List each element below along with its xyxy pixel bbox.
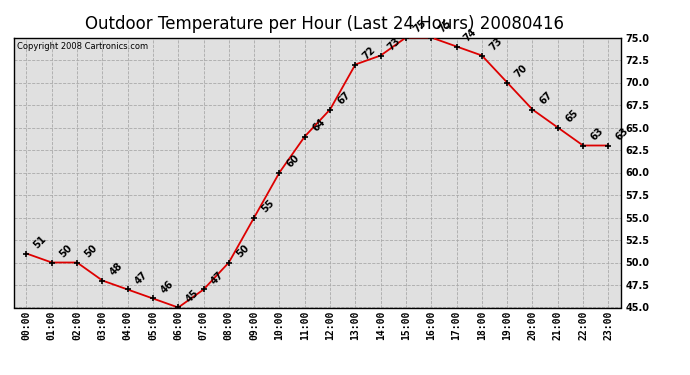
Text: 70: 70 [513,63,529,80]
Text: 72: 72 [361,45,377,62]
Text: 50: 50 [235,243,251,260]
Text: 46: 46 [159,279,175,296]
Text: 55: 55 [259,198,276,215]
Text: 60: 60 [285,153,302,170]
Text: 45: 45 [184,288,200,305]
Text: 75: 75 [411,18,428,35]
Text: 63: 63 [614,126,631,143]
Text: Outdoor Temperature per Hour (Last 24 Hours) 20080416: Outdoor Temperature per Hour (Last 24 Ho… [85,15,564,33]
Text: 50: 50 [57,243,74,260]
Text: 51: 51 [32,234,48,251]
Text: 64: 64 [310,117,327,134]
Text: 50: 50 [83,243,99,260]
Text: 73: 73 [487,36,504,53]
Text: 48: 48 [108,261,125,278]
Text: 63: 63 [589,126,605,143]
Text: 74: 74 [462,27,479,44]
Text: Copyright 2008 Cartronics.com: Copyright 2008 Cartronics.com [17,42,148,51]
Text: 67: 67 [538,90,555,107]
Text: 47: 47 [209,270,226,287]
Text: 67: 67 [335,90,352,107]
Text: 73: 73 [386,36,403,53]
Text: 65: 65 [563,108,580,125]
Text: 75: 75 [437,18,453,35]
Text: 47: 47 [133,270,150,287]
